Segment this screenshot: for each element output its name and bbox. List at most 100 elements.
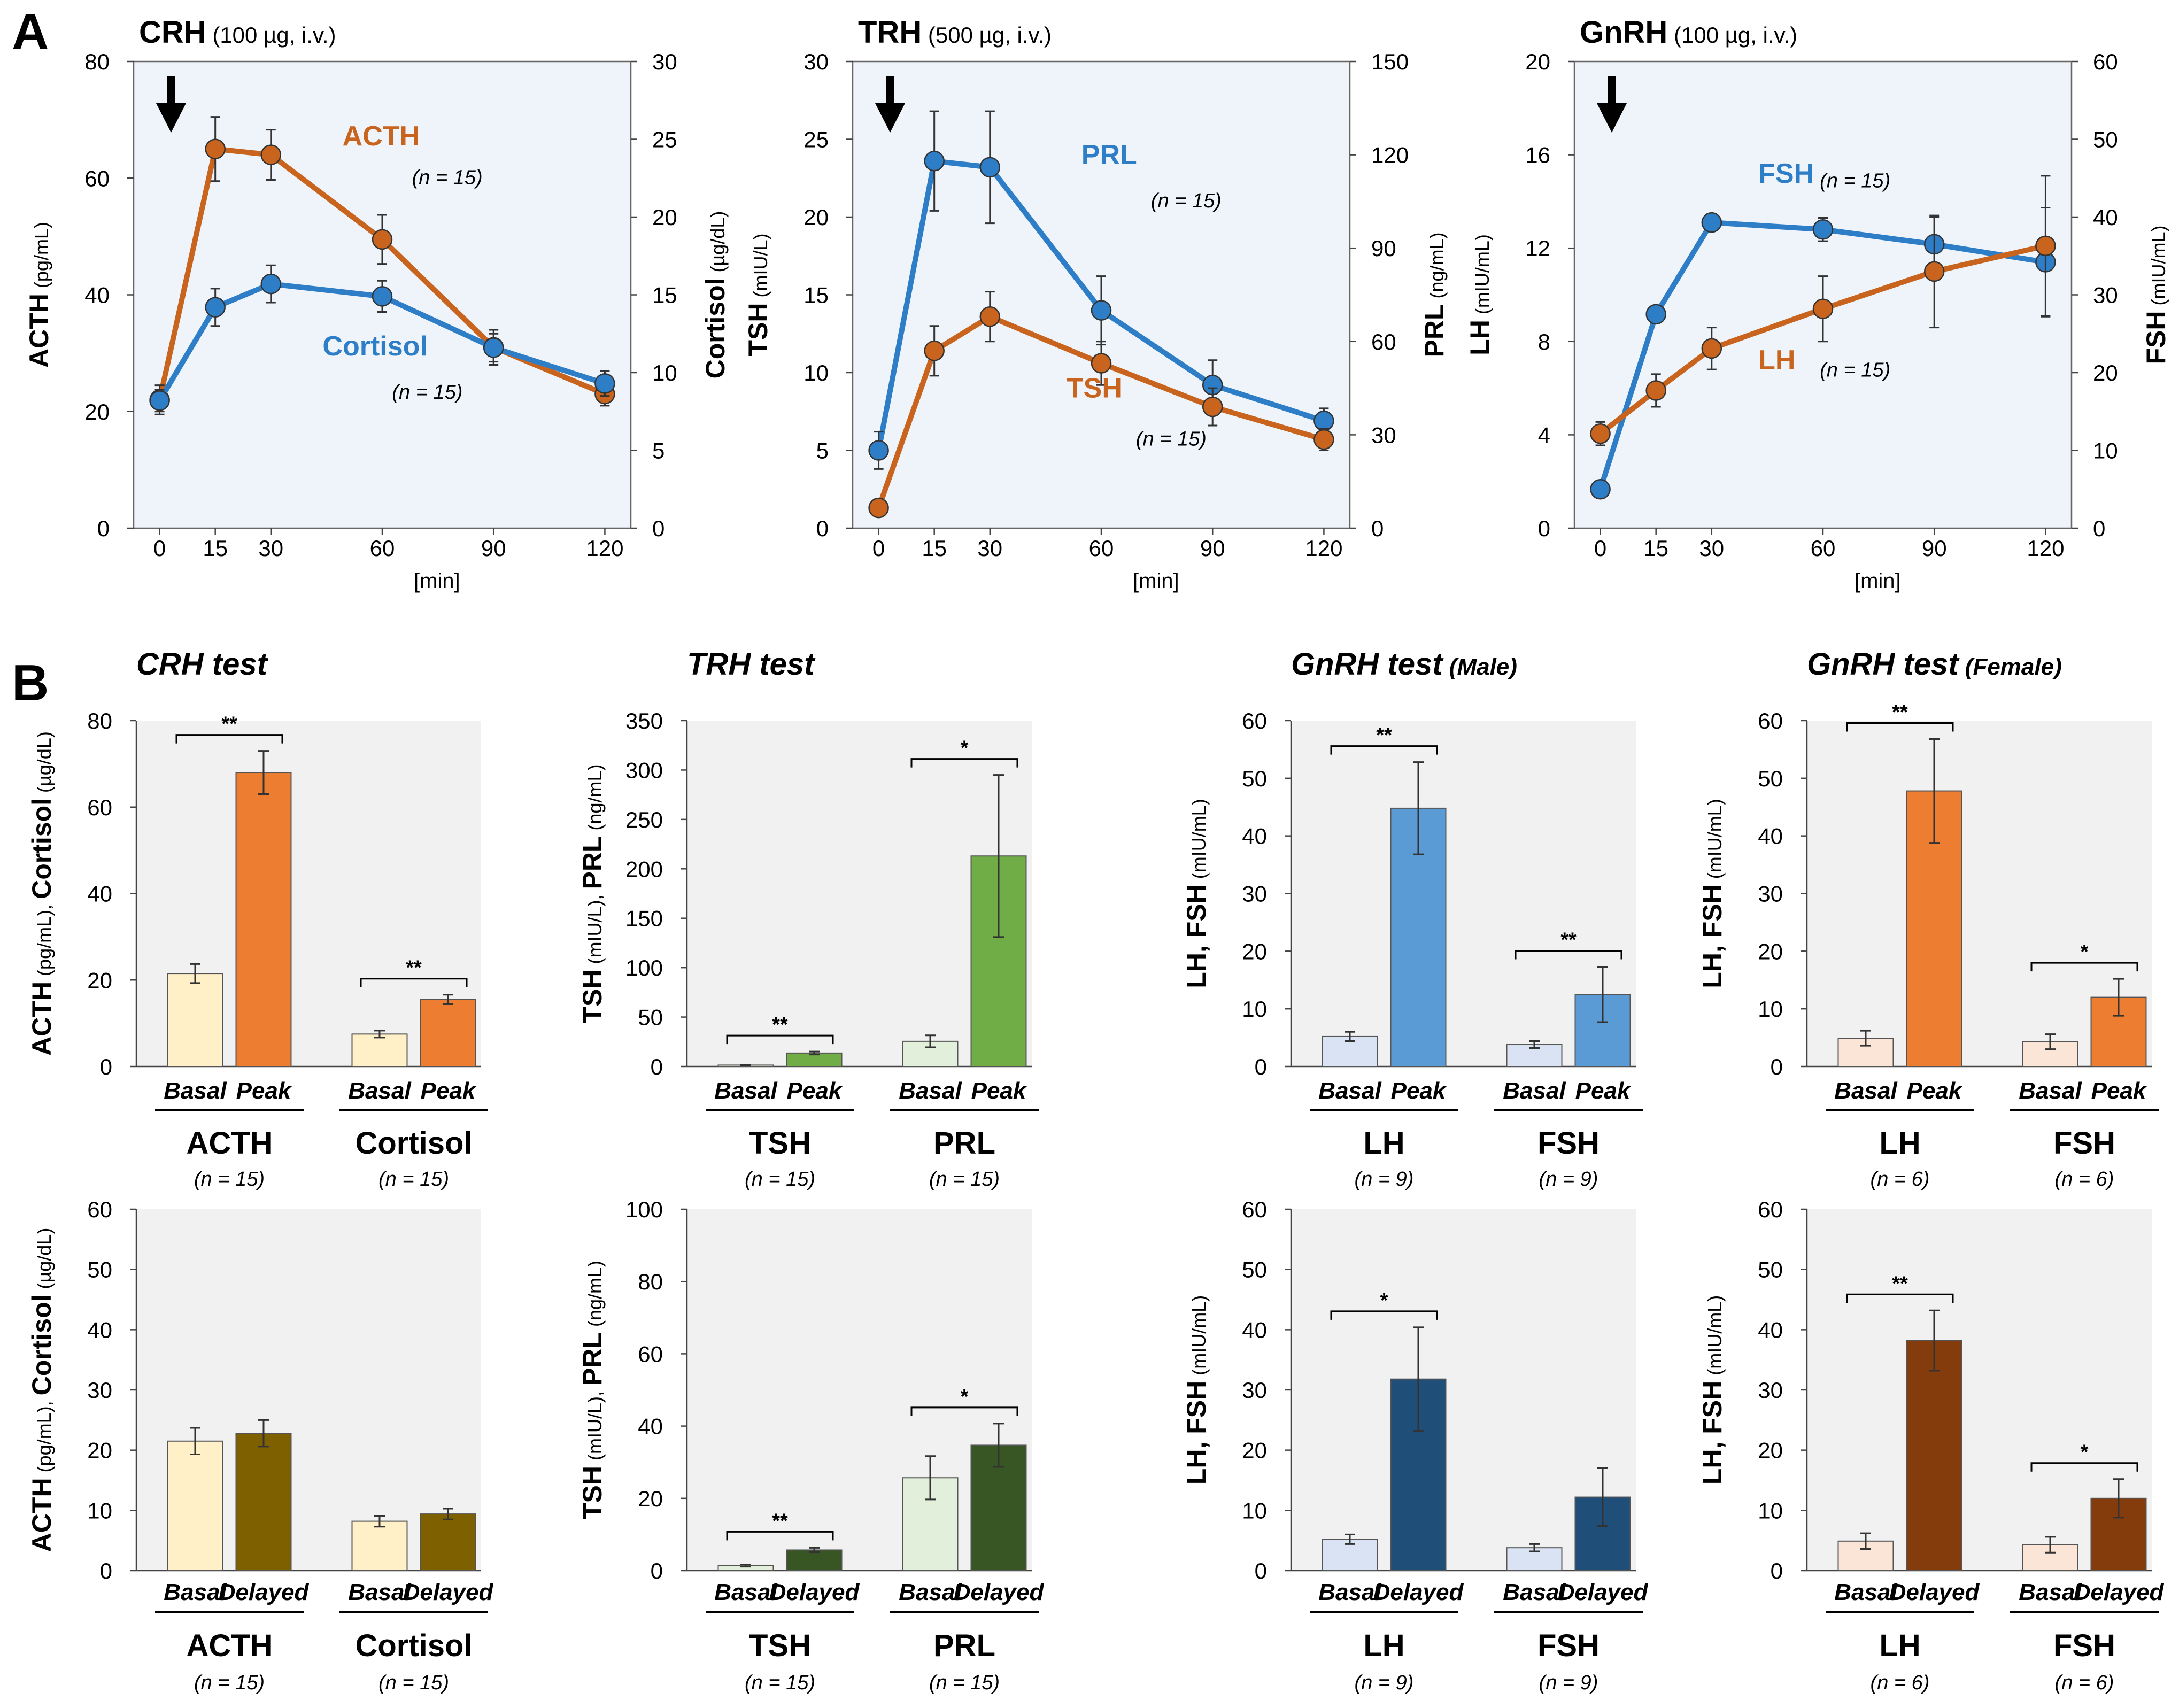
data-point-lh — [1812, 298, 1834, 319]
group-label: LH — [1879, 1126, 1920, 1161]
y-axis-label-part: (µg/dL) — [33, 731, 55, 798]
y-axis-label: LH, FSH (mIU/mL) — [1697, 799, 1727, 988]
bar-category-label: Peak — [1391, 1078, 1447, 1104]
y-axis-label: LH, FSH (mIU/mL) — [1697, 1295, 1727, 1485]
x-tick-label: 90 — [1922, 536, 1947, 561]
series-line-tsh — [876, 314, 1325, 509]
data-point-acth — [260, 144, 282, 165]
y-axis-label-part: (mIU/mL) — [1704, 1295, 1726, 1381]
chart-title: TRH (500 µg, i.v.) — [858, 15, 1052, 50]
y2-tick-label: 30 — [652, 49, 677, 74]
y-axis-label-part: TSH — [577, 1466, 607, 1519]
x-tick-label: 0 — [872, 536, 885, 561]
significance-label: * — [961, 737, 969, 760]
y-tick-label: 10 — [87, 1498, 112, 1523]
series-line-cortisol — [157, 281, 606, 402]
data-point-lh — [1645, 380, 1666, 401]
bar-tsh-delayed — [786, 1549, 843, 1572]
data-point-prl — [924, 150, 945, 172]
data-point-cortisol — [483, 337, 504, 358]
bar-category-label: Basal — [1834, 1579, 1897, 1605]
group-label: FSH — [1537, 1628, 1600, 1663]
y-axis-label: TSH (mIU/L), PRL (ng/mL) — [577, 1261, 607, 1519]
y-axis-label-part: (ng/mL) — [584, 764, 606, 836]
y-tick-label: 300 — [625, 758, 663, 783]
y-tick-label: 40 — [87, 1317, 112, 1342]
chart-title-suffix: (Male) — [1443, 654, 1517, 680]
y2-axis-label-part: PRL — [1419, 304, 1449, 358]
data-point-tsh — [1202, 396, 1223, 418]
y-tick-label: 16 — [1525, 143, 1550, 168]
group-n-label: (n = 6) — [2055, 1168, 2114, 1191]
chart-title-sub: (100 µg, i.v.) — [1667, 22, 1797, 48]
chart-title: CRH test — [136, 647, 269, 682]
injection-arrow-icon — [156, 103, 186, 133]
y-tick-label: 0 — [1538, 516, 1550, 541]
bar-category-label: Peak — [971, 1078, 1027, 1104]
y-axis-label-part: LH — [1465, 320, 1495, 355]
y-axis-label-part: TSH — [743, 303, 773, 357]
group-label: FSH — [2053, 1628, 2115, 1663]
chart-title-sub: (500 µg, i.v.) — [922, 22, 1052, 48]
group-n-label: (n = 15) — [194, 1168, 265, 1191]
line-chart-a1: CRH (100 µg, i.v.) 0 20 40 60 80 0 5 10 15 20 25 30 0… — [24, 15, 730, 593]
x-tick-label: 15 — [1643, 536, 1668, 561]
chart-title: GnRH test (Male) — [1291, 647, 1517, 682]
data-point-acth — [372, 229, 393, 250]
y-tick-label: 40 — [1758, 824, 1783, 849]
data-point-tsh — [868, 497, 889, 519]
bar-chart-b2: 0 50 100 150 200 250 300 350 TSH (mIU/L), PRL (n… — [577, 647, 1039, 1191]
data-point-cortisol — [594, 373, 615, 394]
chart-title-main: GnRH test — [1291, 647, 1444, 682]
bar-category-label: Basal — [1318, 1078, 1381, 1104]
y-tick-label: 12 — [1525, 236, 1550, 261]
group-label: LH — [1879, 1628, 1920, 1663]
significance-label: ** — [772, 1510, 788, 1532]
y-tick-label: 20 — [1758, 939, 1783, 964]
bar-category-label: Peak — [787, 1078, 843, 1104]
series-n-label: (n = 15) — [1820, 359, 1890, 381]
significance-label: ** — [406, 957, 422, 979]
x-axis-label: [min] — [1855, 569, 1901, 593]
injection-arrow-icon — [875, 103, 905, 133]
bar-chart-b4: 0 10 20 30 40 50 60 LH, FSH (mIU/mL) GnRH test (… — [1697, 647, 2159, 1191]
bar-chart-b6: 0 20 40 60 80 100 TSH (mIU/L), PRL (ng/mL) Basa… — [577, 1197, 1045, 1694]
y-tick-label: 40 — [1242, 824, 1267, 849]
group-label: ACTH — [186, 1126, 272, 1161]
group-n-label: (n = 15) — [378, 1672, 449, 1694]
group-label: LH — [1363, 1126, 1404, 1161]
series-label-acth: ACTH — [343, 121, 420, 152]
line-charts: CRH (100 µg, i.v.)0204060800510152025300… — [24, 15, 2171, 593]
group-label: TSH — [749, 1628, 811, 1663]
y-axis-label-part: (µg/dL) — [33, 1228, 55, 1295]
x-axis-label: [min] — [1133, 569, 1179, 593]
y-tick-label: 80 — [87, 708, 112, 733]
bar-category-label: Basal — [714, 1078, 777, 1104]
bar-acth-delayed — [235, 1433, 292, 1572]
group-n-label: (n = 9) — [1355, 1672, 1414, 1694]
y-tick-label: 0 — [100, 1558, 112, 1583]
data-point-fsh — [1590, 479, 1611, 500]
y2-tick-label: 0 — [1371, 516, 1384, 541]
y-tick-label: 20 — [803, 205, 829, 230]
y-axis-label-part: Cortisol — [27, 798, 57, 899]
y2-tick-label: 20 — [2093, 360, 2118, 385]
chart-title-main: CRH — [139, 15, 206, 50]
series-line-lh — [1598, 243, 2046, 436]
data-point-fsh — [1812, 219, 1834, 240]
line-chart-a3: GnRH (100 µg, i.v.) 0 4 8 12 16 20 0 10 20 30 40 50 6… — [1465, 15, 2171, 593]
x-tick-label: 30 — [1699, 536, 1724, 561]
y2-tick-label: 50 — [2093, 127, 2118, 152]
y2-tick-label: 30 — [1371, 422, 1396, 447]
chart-title: GnRH test (Female) — [1807, 647, 2062, 682]
y-tick-label: 15 — [803, 283, 829, 308]
group-label: ACTH — [186, 1628, 272, 1663]
bar-category-label: Basal — [899, 1579, 962, 1605]
group-n-label: (n = 6) — [1871, 1168, 1930, 1191]
bar-chart-b3: 0 10 20 30 40 50 60 LH, FSH (mIU/mL) GnRH test (… — [1181, 647, 1643, 1191]
bar-category-label: Delayed — [769, 1579, 860, 1605]
y-tick-label: 40 — [87, 882, 112, 907]
x-tick-label: 90 — [481, 536, 506, 561]
y-tick-label: 8 — [1538, 329, 1550, 354]
